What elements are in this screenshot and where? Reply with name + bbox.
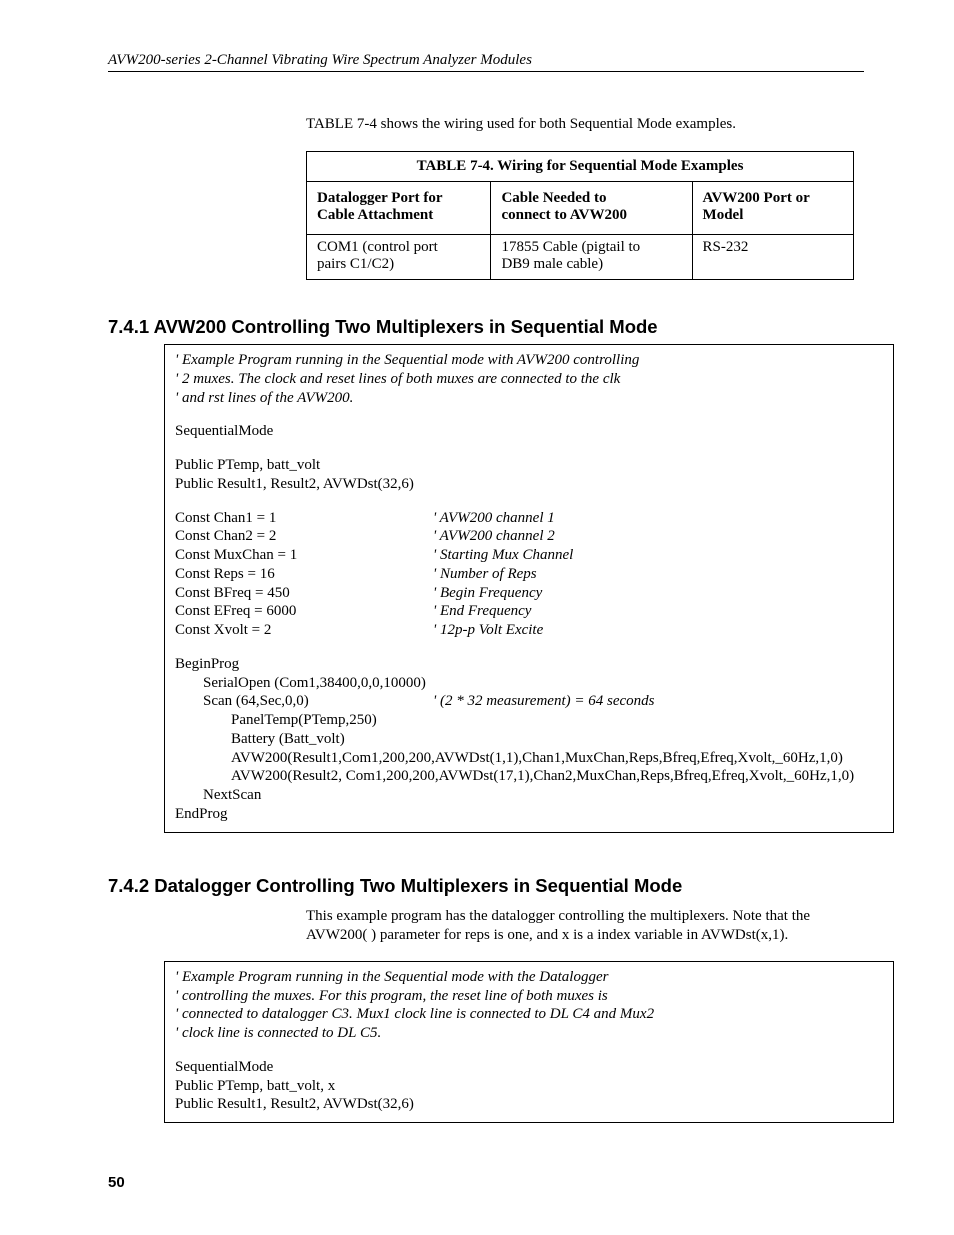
page-number: 50 xyxy=(108,1174,125,1191)
section-paragraph: This example program has the datalogger … xyxy=(306,907,854,945)
code-comment: ' End Frequency xyxy=(433,602,531,621)
table-header-text: connect to AVW200 xyxy=(501,207,627,223)
table-header-col3: AVW200 Port or Model xyxy=(692,182,853,235)
code-comment: ' controlling the muxes. For this progra… xyxy=(175,987,883,1006)
code-line: BeginProg xyxy=(175,655,883,674)
code-line: Const Xvolt = 2 xyxy=(175,621,433,640)
table-header-col1: Datalogger Port for Cable Attachment xyxy=(307,182,491,235)
code-line: Const Reps = 16 xyxy=(175,565,433,584)
code-comment: ' AVW200 channel 2 xyxy=(433,527,555,546)
code-line: Const Chan2 = 2 xyxy=(175,527,433,546)
table-header-text: Model xyxy=(703,207,744,223)
code-line: SequentialMode xyxy=(175,1058,883,1077)
code-comment: ' clock line is connected to DL C5. xyxy=(175,1024,883,1043)
code-line: Public PTemp, batt_volt, x xyxy=(175,1077,883,1096)
code-line: EndProg xyxy=(175,805,883,824)
code-listing-742: ' Example Program running in the Sequent… xyxy=(164,961,894,1123)
code-line: Public Result1, Result2, AVWDst(32,6) xyxy=(175,475,883,494)
table-header-text: Cable Needed to xyxy=(501,190,606,206)
table-header-text: Cable Attachment xyxy=(317,207,433,223)
table-cell-text: RS-232 xyxy=(703,239,749,255)
table-row: COM1 (control port pairs C1/C2) 17855 Ca… xyxy=(307,235,854,280)
code-line: Const BFreq = 450 xyxy=(175,584,433,603)
code-line: Battery (Batt_volt) xyxy=(175,730,883,749)
code-comment: ' 12p-p Volt Excite xyxy=(433,621,543,640)
code-line: Scan (64,Sec,0,0) xyxy=(203,692,433,711)
code-line: AVW200(Result1,Com1,200,200,AVWDst(1,1),… xyxy=(175,749,883,768)
running-header: AVW200-series 2-Channel Vibrating Wire S… xyxy=(108,52,864,72)
code-line: NextScan xyxy=(175,786,883,805)
code-line: PanelTemp(PTemp,250) xyxy=(175,711,883,730)
table-header-text: Datalogger Port for xyxy=(317,190,443,206)
intro-paragraph: TABLE 7-4 shows the wiring used for both… xyxy=(306,116,864,133)
code-line: AVW200(Result2, Com1,200,200,AVWDst(17,1… xyxy=(175,767,883,786)
code-comment: ' Begin Frequency xyxy=(433,584,542,603)
code-comment: ' Example Program running in the Sequent… xyxy=(175,968,883,987)
wiring-table: TABLE 7-4. Wiring for Sequential Mode Ex… xyxy=(306,151,854,280)
code-comment: ' (2 * 32 measurement) = 64 seconds xyxy=(433,692,654,711)
table-header-text: AVW200 Port or xyxy=(703,190,810,206)
table-title: TABLE 7-4. Wiring for Sequential Mode Ex… xyxy=(307,152,854,182)
code-comment: ' Example Program running in the Sequent… xyxy=(175,351,883,370)
code-comment: ' Number of Reps xyxy=(433,565,537,584)
code-line: Const EFreq = 6000 xyxy=(175,602,433,621)
code-listing-741: ' Example Program running in the Sequent… xyxy=(164,344,894,833)
code-comment: ' Starting Mux Channel xyxy=(433,546,573,565)
code-line: SequentialMode xyxy=(175,422,883,441)
table-cell-text: pairs C1/C2) xyxy=(317,256,394,272)
table-header-col2: Cable Needed to connect to AVW200 xyxy=(491,182,692,235)
code-line: SerialOpen (Com1,38400,0,0,10000) xyxy=(175,674,883,693)
code-line: Const MuxChan = 1 xyxy=(175,546,433,565)
code-comment: ' connected to datalogger C3. Mux1 clock… xyxy=(175,1005,883,1024)
table-cell-text: DB9 male cable) xyxy=(501,256,603,272)
code-comment: ' AVW200 channel 1 xyxy=(433,509,555,528)
code-comment: ' and rst lines of the AVW200. xyxy=(175,389,883,408)
code-line: Public Result1, Result2, AVWDst(32,6) xyxy=(175,1095,883,1114)
code-comment: ' 2 muxes. The clock and reset lines of … xyxy=(175,370,883,389)
section-heading-741: 7.4.1 AVW200 Controlling Two Multiplexer… xyxy=(108,316,864,338)
section-heading-742: 7.4.2 Datalogger Controlling Two Multipl… xyxy=(108,875,864,897)
code-line: Public PTemp, batt_volt xyxy=(175,456,883,475)
code-line: Const Chan1 = 1 xyxy=(175,509,433,528)
table-cell-text: COM1 (control port xyxy=(317,239,438,255)
table-cell-text: 17855 Cable (pigtail to xyxy=(501,239,640,255)
